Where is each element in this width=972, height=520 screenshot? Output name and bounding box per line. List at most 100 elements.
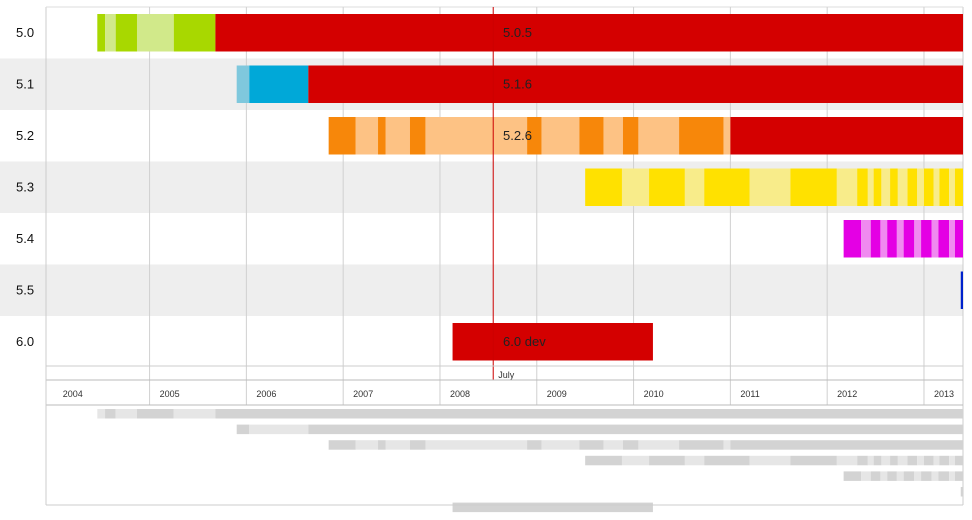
overview-segment <box>249 424 309 435</box>
overview-segment <box>917 455 924 466</box>
release-segment <box>173 14 216 52</box>
release-segment <box>749 168 791 206</box>
release-segment <box>914 220 922 258</box>
release-segment <box>954 220 963 258</box>
release-segment <box>249 65 309 103</box>
version-bar-label: 5.2.6 <box>503 128 532 143</box>
overview-segment <box>579 440 604 450</box>
year-tick-label: 2007 <box>353 389 373 399</box>
release-segment <box>328 117 356 155</box>
overview-bar-5-1 <box>236 424 963 435</box>
overview-segment <box>541 440 580 450</box>
overview-segment <box>938 471 950 481</box>
release-segment <box>843 220 862 258</box>
release-segment <box>938 220 950 258</box>
year-tick-label: 2008 <box>450 389 470 399</box>
version-bar-5-0 <box>97 14 963 52</box>
release-segment <box>861 220 871 258</box>
release-segment <box>867 168 874 206</box>
overview-segment <box>931 471 939 481</box>
overview-bar-6-0 <box>452 502 653 513</box>
overview-segment <box>378 440 386 450</box>
release-segment <box>452 323 653 361</box>
overview-segment <box>452 502 653 513</box>
current-date-marker-label: July <box>498 370 515 380</box>
overview-bar-5-3 <box>585 455 963 466</box>
release-segment <box>115 14 137 52</box>
overview-segment <box>385 440 410 450</box>
release-segment <box>603 117 623 155</box>
overview-segment <box>939 455 950 466</box>
row-band-5-5 <box>0 264 963 316</box>
release-segment <box>921 220 932 258</box>
overview-segment <box>790 455 837 466</box>
version-bar-label: 5.1.6 <box>503 76 532 91</box>
overview-segment <box>954 455 963 466</box>
overview-segment <box>704 455 750 466</box>
release-segment <box>933 168 940 206</box>
overview-segment <box>409 440 426 450</box>
overview-segment <box>215 409 963 419</box>
version-bar-5-3 <box>585 168 963 206</box>
overview-segment <box>954 471 963 481</box>
release-segment <box>409 117 426 155</box>
overview-segment <box>914 471 922 481</box>
release-segment <box>873 168 882 206</box>
overview-segment <box>843 471 862 481</box>
release-segment <box>897 168 908 206</box>
version-bar-5-5 <box>960 271 963 309</box>
version-name-label: 5.3 <box>16 179 34 194</box>
overview-segment <box>649 455 685 466</box>
overview-segment <box>881 455 891 466</box>
year-tick-label: 2010 <box>644 389 664 399</box>
overview-segment <box>355 440 379 450</box>
release-segment <box>836 168 858 206</box>
overview-segment <box>236 424 250 435</box>
overview-segment <box>857 455 868 466</box>
overview-segment <box>867 455 874 466</box>
release-segment <box>97 14 106 52</box>
release-segment <box>890 168 898 206</box>
release-segment <box>105 14 116 52</box>
release-segment <box>679 117 724 155</box>
overview-segment <box>949 471 955 481</box>
version-name-label: 5.5 <box>16 282 34 297</box>
release-segment <box>881 168 891 206</box>
release-segment <box>585 168 622 206</box>
overview-segment <box>896 471 904 481</box>
overview-segment <box>136 409 174 419</box>
overview-bar-5-0 <box>97 409 963 419</box>
overview-segment <box>115 409 137 419</box>
version-name-label: 5.4 <box>16 231 34 246</box>
overview-segment <box>873 455 882 466</box>
release-segment <box>723 117 731 155</box>
row-band-5-4 <box>0 213 963 265</box>
release-segment <box>931 220 939 258</box>
release-segment <box>949 220 955 258</box>
release-segment <box>730 117 963 155</box>
overview-segment <box>897 455 908 466</box>
release-segment <box>385 117 410 155</box>
overview-segment <box>960 487 963 497</box>
release-segment <box>870 220 881 258</box>
year-tick-label: 2004 <box>63 389 83 399</box>
overview-segment <box>105 409 116 419</box>
overview-segment <box>836 455 858 466</box>
overview-segment <box>621 455 650 466</box>
version-name-label: 5.0 <box>16 25 34 40</box>
overview-segment <box>907 455 918 466</box>
release-segment <box>880 220 888 258</box>
overview-segment <box>749 455 791 466</box>
overview-segment <box>679 440 724 450</box>
year-tick-label: 2012 <box>837 389 857 399</box>
overview-segment <box>527 440 542 450</box>
release-segment <box>579 117 604 155</box>
overview-segment <box>923 455 934 466</box>
overview-segment <box>328 440 356 450</box>
release-segment <box>907 168 918 206</box>
version-bar-5-4 <box>843 220 963 258</box>
release-segment <box>425 117 528 155</box>
version-bar-label: 5.0.5 <box>503 25 532 40</box>
release-segment <box>215 14 963 52</box>
